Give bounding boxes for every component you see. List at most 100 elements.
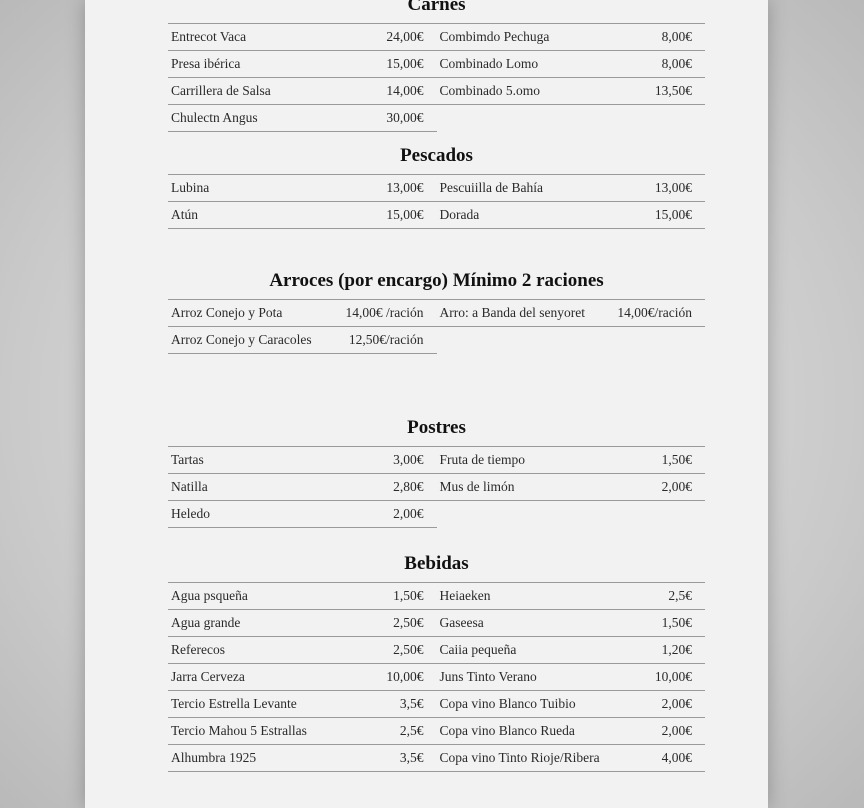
menu-item: Arroz Conejo y Caracoles 12,50€/ración xyxy=(168,327,437,354)
item-price: 2,00€ xyxy=(661,723,692,738)
item-price: 2,50€ xyxy=(393,615,424,630)
item-name: Tercio Mahou 5 Estrallas xyxy=(171,723,307,738)
item-price: 2,00€ xyxy=(661,479,692,494)
item-name: Fruta de tiempo xyxy=(439,452,525,467)
item-name: Copa vino Tinto Rioje/Ribera xyxy=(439,750,600,765)
item-name: Copa vino Blanco Tuibio xyxy=(439,696,576,711)
item-name: Arroz Conejo y Caracoles xyxy=(171,332,312,347)
section-title: Postres xyxy=(407,417,466,438)
item-price: 12,50€/ración xyxy=(348,332,424,347)
item-name: Alhumbra 1925 xyxy=(171,750,257,765)
empty-cell xyxy=(437,501,706,527)
empty-cell xyxy=(437,327,706,353)
empty-cell xyxy=(437,105,706,131)
item-name: Tercio Estrella Levante xyxy=(171,696,297,711)
table-row: Natilla 2,80€ Mus de limón 2,00€ xyxy=(168,474,705,501)
table-row: Heledo 2,00€ xyxy=(168,501,705,528)
table-row: Tartas 3,00€ Fruta de tiempo 1,50€ xyxy=(168,447,705,474)
item-price: 14,00€ xyxy=(386,83,424,98)
menu-item: Juns Tinto Verano 10,00€ xyxy=(436,664,705,691)
menu-item: Fruta de tiempo 1,50€ xyxy=(436,447,705,474)
item-price: 4,00€ xyxy=(661,750,692,765)
menu-item: Combinado Lomo 8,00€ xyxy=(436,51,705,78)
table-row: Entrecot Vaca 24,00€ Combimdo Pechuga 8,00€ xyxy=(168,24,705,51)
item-price: 14,00€ /ración xyxy=(345,305,424,320)
menu-item: Combimdo Pechuga 8,00€ xyxy=(436,24,705,51)
item-price: 1,50€ xyxy=(661,452,692,467)
item-price: 2,5€ xyxy=(399,723,424,738)
item-name: Natilla xyxy=(171,479,208,494)
menu-item: Heiaeken 2,5€ xyxy=(436,583,705,610)
table-row: Chulectn Angus 30,00€ xyxy=(168,105,705,132)
item-price: 13,00€ xyxy=(654,180,692,195)
item-name: Referecos xyxy=(171,642,225,657)
item-name: Heiaeken xyxy=(439,588,491,603)
item-name: Lubina xyxy=(171,180,210,195)
menu-item: Gaseesa 1,50€ xyxy=(436,610,705,637)
item-name: Agua psqueña xyxy=(171,588,248,603)
item-name: Heledo xyxy=(171,506,210,521)
item-price: 13,50€ xyxy=(654,83,692,98)
section-title: Carnes xyxy=(407,0,466,15)
item-name: Arroz Conejo y Pota xyxy=(171,305,283,320)
item-price: 10,00€ xyxy=(654,669,692,684)
item-name: Copa vino Blanco Rueda xyxy=(439,723,575,738)
item-name: Caiia pequeña xyxy=(439,642,517,657)
table-row: Carrillera de Salsa 14,00€ Combinado 5.omo… xyxy=(168,78,705,105)
section-bebidas: Bebidas Agua psqueña 1,50€ Heiaeken 2,5€ Agua… xyxy=(168,554,705,772)
menu-table: Entrecot Vaca 24,00€ Combimdo Pechuga 8,00€… xyxy=(168,23,705,132)
table-row: Lubina 13,00€ Pescuiilla de Bahía 13,00€ xyxy=(168,175,705,202)
menu-item: Alhumbra 1925 3,5€ xyxy=(168,745,437,772)
menu-item: Pescuiilla de Bahía 13,00€ xyxy=(436,175,705,202)
item-price: 1,20€ xyxy=(661,642,692,657)
menu-item: Tartas 3,00€ xyxy=(168,447,437,474)
table-row: Agua grande 2,50€ Gaseesa 1,50€ xyxy=(168,610,705,637)
menu-item: Copa vino Blanco Rueda 2,00€ xyxy=(436,718,705,745)
menu-item: Tercio Mahou 5 Estrallas 2,5€ xyxy=(168,718,437,745)
item-price: 2,5€ xyxy=(668,588,692,603)
item-name: Jarra Cerveza xyxy=(171,669,245,684)
menu-item: Entrecot Vaca 24,00€ xyxy=(168,24,437,51)
item-name: Dorada xyxy=(439,207,480,222)
menu-table: Tartas 3,00€ Fruta de tiempo 1,50€ Natilla 2,… xyxy=(168,446,705,528)
item-price: 3,5€ xyxy=(399,750,424,765)
menu-item: Agua grande 2,50€ xyxy=(168,610,437,637)
item-name: Entrecot Vaca xyxy=(171,29,247,44)
item-price: 1,50€ xyxy=(393,588,424,603)
item-name: Presa ibérica xyxy=(171,56,241,71)
item-price: 1,50€ xyxy=(661,615,692,630)
item-price: 15,00€ xyxy=(654,207,692,222)
section-carnes: Carnes Entrecot Vaca 24,00€ Combimdo Pechug… xyxy=(168,0,705,132)
item-price: 2,00€ xyxy=(393,506,424,521)
item-name: Tartas xyxy=(171,452,204,467)
section-pescados: Pescados Lubina 13,00€ Pescuiilla de Bahía 1… xyxy=(168,146,705,229)
section-arroces: Arroces (por encargo) Mínimo 2 raciones A… xyxy=(168,271,705,354)
menu-item: Copa vino Tinto Rioje/Ribera 4,00€ xyxy=(436,745,705,772)
item-price: 15,00€ xyxy=(386,56,424,71)
menu-item: Atún 15,00€ xyxy=(168,202,437,229)
item-price: 3,5€ xyxy=(399,696,424,711)
menu-item: Heledo 2,00€ xyxy=(168,501,437,528)
section-postres: Postres Tartas 3,00€ Fruta de tiempo 1,50€ Na… xyxy=(168,418,705,528)
item-name: Combinado Lomo xyxy=(439,56,539,71)
item-name: Arro: a Banda del senyoret xyxy=(439,305,585,320)
menu-item: Mus de limón 2,00€ xyxy=(436,474,705,501)
menu-item: Carrillera de Salsa 14,00€ xyxy=(168,78,437,105)
section-title: Bebidas xyxy=(404,553,469,574)
item-price: 8,00€ xyxy=(661,56,692,71)
item-name: Combinado 5.omo xyxy=(439,83,541,98)
menu-item: Chulectn Angus 30,00€ xyxy=(168,105,437,132)
menu-item: Agua psqueña 1,50€ xyxy=(168,583,437,610)
table-row: Tercio Mahou 5 Estrallas 2,5€ Copa vino Bl… xyxy=(168,718,705,745)
menu-table: Arroz Conejo y Pota 14,00€ /ración Arro: a… xyxy=(168,299,705,354)
item-name: Atún xyxy=(171,207,198,222)
table-row: Alhumbra 1925 3,5€ Copa vino Tinto Rioje/R… xyxy=(168,745,705,772)
item-price: 10,00€ xyxy=(386,669,424,684)
item-price: 24,00€ xyxy=(386,29,424,44)
table-row: Jarra Cerveza 10,00€ Juns Tinto Verano 10,0… xyxy=(168,664,705,691)
table-row: Agua psqueña 1,50€ Heiaeken 2,5€ xyxy=(168,583,705,610)
item-name: Carrillera de Salsa xyxy=(171,83,271,98)
table-row: Presa ibérica 15,00€ Combinado Lomo 8,00€ xyxy=(168,51,705,78)
menu-page: Carnes Entrecot Vaca 24,00€ Combimdo Pechug… xyxy=(85,0,768,808)
item-price: 13,00€ xyxy=(386,180,424,195)
